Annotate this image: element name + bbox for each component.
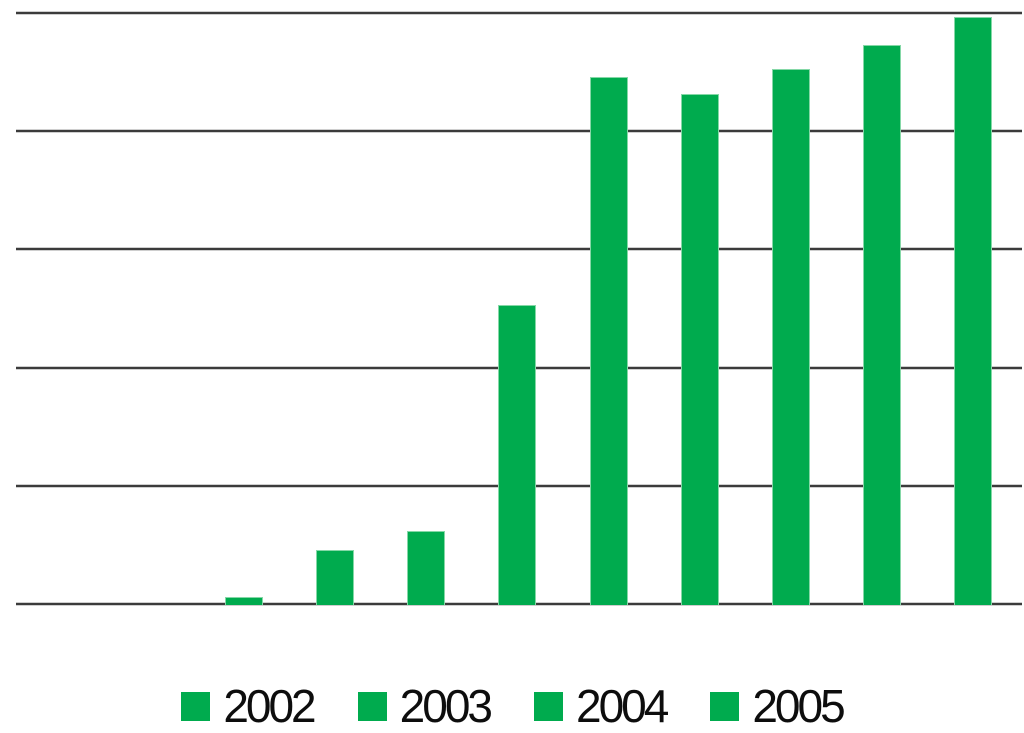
bar	[407, 531, 445, 605]
legend-item-2004: 2004	[534, 680, 669, 732]
legend-label: 2003	[399, 680, 493, 732]
bar	[863, 45, 901, 605]
legend-item-2005: 2005	[710, 680, 846, 732]
bar	[225, 597, 263, 605]
legend-item-2003: 2003	[357, 680, 493, 732]
gridline	[16, 12, 1022, 14]
gridline	[16, 248, 1022, 250]
legend-label: 2002	[223, 680, 316, 732]
legend-swatch-icon	[534, 691, 563, 721]
legend-swatch-icon	[357, 691, 387, 721]
bar	[590, 77, 628, 605]
bar	[316, 550, 354, 605]
gridline	[16, 130, 1022, 132]
bar	[498, 305, 536, 605]
legend-label: 2005	[752, 680, 845, 732]
legend-label: 2004	[576, 680, 669, 732]
bar	[954, 17, 992, 605]
bar	[772, 69, 810, 605]
legend-swatch-icon	[181, 691, 211, 721]
legend-item-2002: 2002	[181, 680, 317, 732]
bar	[681, 94, 719, 605]
legend: 2002 2003 2004 2005	[0, 680, 1024, 732]
legend-swatch-icon	[710, 691, 740, 721]
